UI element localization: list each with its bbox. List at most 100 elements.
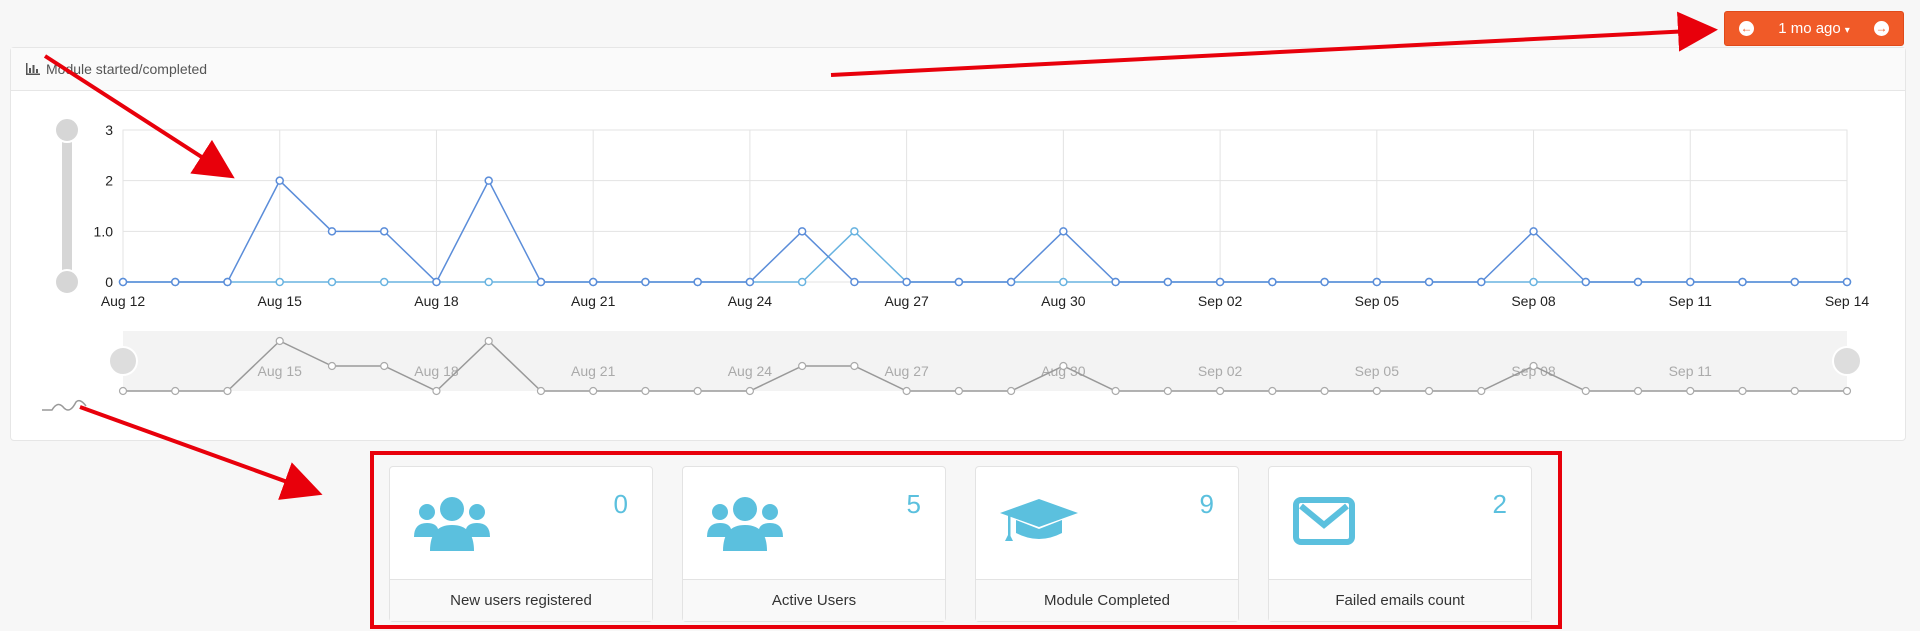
x-tick-label: Aug 15 — [258, 293, 303, 309]
stat-count: 5 — [906, 489, 921, 519]
series-0-point — [484, 176, 493, 185]
navigator-point — [798, 361, 807, 371]
sparkline-icon — [42, 399, 87, 411]
y-zoom-handle-top — [54, 117, 80, 143]
envelope-icon — [1293, 497, 1355, 550]
x-tick-label: Aug 18 — [414, 293, 459, 309]
navigator-tick-label: Sep 05 — [1355, 363, 1400, 379]
series-0-point — [850, 277, 859, 287]
navigator-point — [745, 386, 755, 396]
navigator-point — [693, 386, 702, 396]
bar-chart-icon — [26, 63, 40, 75]
series-0-point — [1372, 277, 1382, 287]
x-tick-label: Sep 02 — [1198, 293, 1243, 309]
series-0-point — [432, 277, 441, 287]
navigator-point — [902, 386, 911, 396]
x-tick-label: Aug 30 — [1041, 293, 1086, 309]
series-1-point — [379, 277, 389, 287]
series-0-point — [641, 277, 650, 287]
series-0-point — [1842, 277, 1852, 287]
navigator-tick-label: Aug 27 — [884, 363, 929, 379]
y-tick-label: 3 — [105, 122, 113, 138]
series-1-point — [1529, 277, 1538, 287]
navigator-line — [123, 339, 1847, 392]
navigator-point — [1059, 361, 1068, 371]
navigator-area — [123, 331, 1847, 391]
x-tick-label: Sep 05 — [1355, 293, 1400, 309]
navigator-point — [1633, 386, 1643, 396]
series-0-point — [118, 277, 128, 287]
stat-count: 2 — [1492, 489, 1507, 519]
series-0-point — [1320, 277, 1329, 287]
stat-label: Module Completed — [976, 579, 1238, 621]
date-range-dropdown[interactable]: 1 mo ago ▾ — [1778, 20, 1850, 37]
navigator-point — [1372, 386, 1381, 396]
x-tick-label: Sep 11 — [1669, 293, 1713, 309]
series-0-point — [1633, 277, 1643, 287]
navigator-point — [1007, 386, 1016, 396]
date-range-label: 1 mo ago — [1778, 20, 1841, 37]
series-1-point — [275, 277, 284, 287]
series-1-point — [797, 277, 807, 287]
navigator-point — [484, 336, 493, 346]
series-0-point — [1686, 277, 1695, 287]
navigator-tick-label: Aug 24 — [728, 363, 773, 379]
users-icon — [414, 497, 490, 556]
navigator-point — [1320, 386, 1329, 396]
navigator-handle-left[interactable] — [108, 346, 138, 376]
line-chart: 0 1.0 2 3 Aug 12 Aug 15 Aug 18 Aug 21 Aug 24 Aug … — [42, 117, 1869, 411]
navigator-point — [1477, 386, 1486, 396]
x-tick-label: Aug 21 — [571, 293, 616, 309]
navigator-point — [118, 386, 128, 396]
series-0-point — [223, 277, 232, 287]
navigator-point — [1111, 386, 1120, 396]
next-arrow-icon[interactable]: → — [1873, 21, 1889, 36]
navigator-point — [223, 386, 232, 396]
series-0-point — [954, 277, 964, 287]
series-0-point — [1529, 227, 1538, 236]
y-tick-label: 2 — [105, 173, 113, 189]
navigator-handle-right[interactable] — [1832, 346, 1862, 376]
y-zoom-track — [62, 130, 72, 282]
series-0-point — [797, 227, 807, 236]
navigator-point — [1686, 386, 1695, 396]
navigator-point — [275, 336, 284, 346]
series-0-point — [1738, 277, 1747, 287]
navigator-point — [536, 386, 546, 396]
x-tick-label: Aug 24 — [728, 293, 773, 309]
graduation-cap-icon — [1000, 497, 1078, 552]
navigator-tick-label: Aug 15 — [258, 363, 303, 379]
previous-arrow-icon[interactable]: ← — [1739, 21, 1754, 36]
series-0-point — [327, 227, 337, 236]
series-0-point — [693, 277, 702, 287]
series-0-point — [1424, 277, 1434, 287]
series-0-point — [536, 277, 546, 287]
series-0-point — [1477, 277, 1486, 287]
navigator-tick-label: Aug 18 — [414, 363, 459, 379]
series-1-point — [484, 277, 493, 287]
navigator-point — [1581, 386, 1590, 396]
plot-area — [122, 129, 1848, 283]
navigator-point — [171, 386, 180, 396]
stat-count: 0 — [613, 489, 628, 519]
series-0-point — [902, 277, 911, 287]
navigator-point — [327, 361, 337, 371]
series-0-point — [275, 176, 284, 185]
series-0-point — [745, 277, 755, 287]
navigator-point — [1215, 386, 1225, 396]
series-0-line — [123, 179, 1847, 284]
series-1-point — [1059, 277, 1068, 287]
navigator-point — [432, 386, 441, 396]
navigator-tick-label: Aug 21 — [571, 363, 616, 379]
x-tick-label: Sep 08 — [1511, 293, 1556, 309]
series-0-point — [1790, 277, 1800, 287]
x-tick-label: Aug 27 — [884, 293, 929, 309]
date-range-selector[interactable]: ← 1 mo ago ▾ → — [1724, 11, 1904, 46]
stat-label: Failed emails count — [1269, 579, 1531, 621]
caret-down-icon: ▾ — [1844, 25, 1850, 36]
navigator-point — [589, 386, 598, 396]
navigator-point — [1842, 386, 1852, 396]
series-0-point — [1581, 277, 1591, 287]
series-1-line — [123, 230, 1847, 283]
navigator-point — [380, 361, 389, 371]
